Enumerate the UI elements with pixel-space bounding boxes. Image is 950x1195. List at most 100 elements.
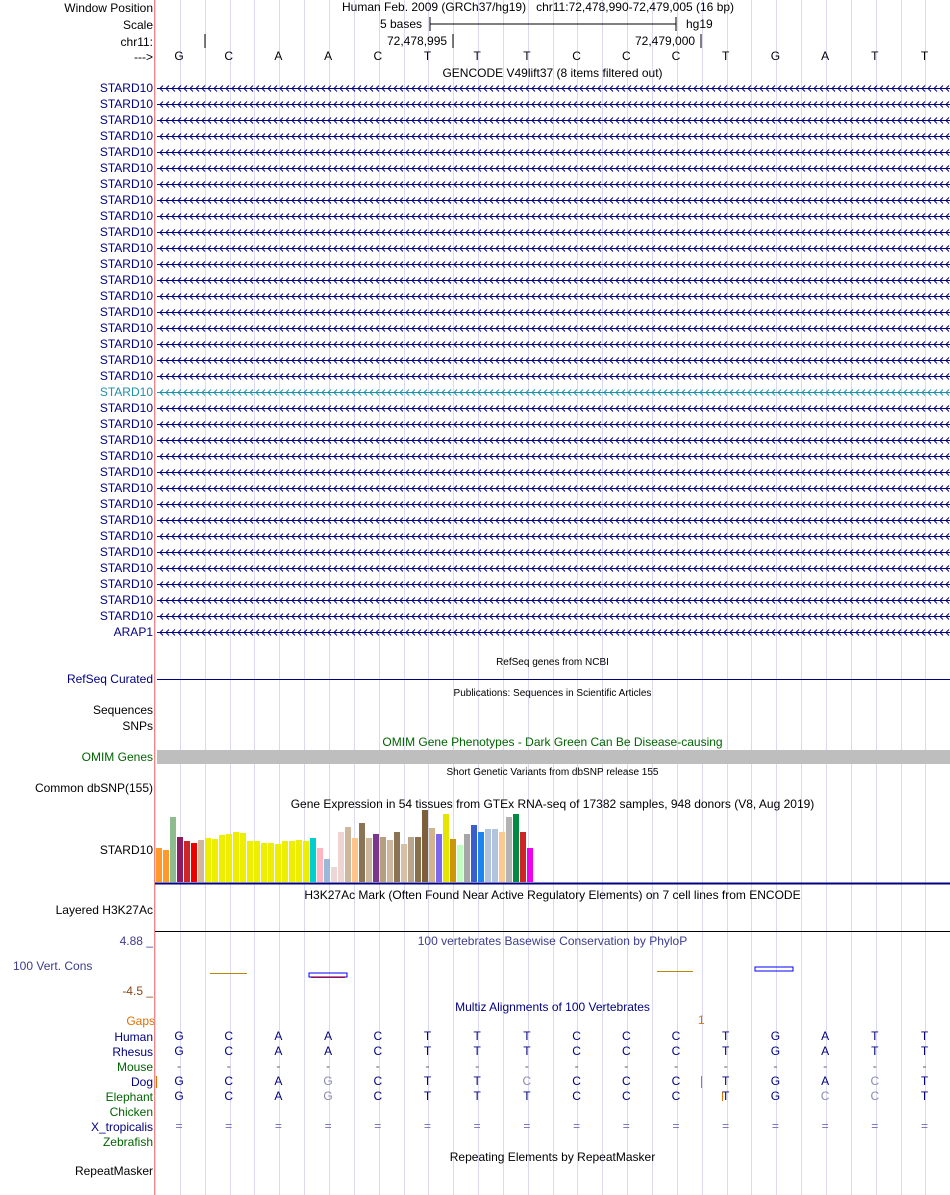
gene-label[interactable]: STARD10: [99, 337, 153, 351]
gtex-tissue-bar[interactable]: [324, 859, 330, 882]
gene-label[interactable]: STARD10: [99, 465, 153, 479]
gtex-tissue-bar[interactable]: [247, 841, 253, 882]
gtex-tissue-bar[interactable]: [296, 840, 302, 882]
gene-label[interactable]: STARD10: [99, 225, 153, 239]
gtex-tissue-bar[interactable]: [457, 845, 463, 882]
gtex-tissue-bar[interactable]: [170, 817, 176, 882]
gene-label[interactable]: STARD10: [99, 529, 153, 543]
gtex-tissue-bar[interactable]: [177, 837, 183, 882]
species-label[interactable]: Dog: [130, 1075, 153, 1089]
omim-genes-label[interactable]: OMIM Genes: [81, 750, 153, 764]
gene-label[interactable]: STARD10: [99, 497, 153, 511]
refseq-curated-label[interactable]: RefSeq Curated: [66, 672, 153, 686]
gene-label[interactable]: STARD10: [99, 305, 153, 319]
gene-label[interactable]: STARD10: [99, 593, 153, 607]
gtex-tissue-bar[interactable]: [499, 832, 505, 882]
gtex-tissue-bar[interactable]: [387, 840, 393, 882]
gtex-tissue-bar[interactable]: [261, 843, 267, 882]
gene-label[interactable]: STARD10: [99, 257, 153, 271]
repeatmasker-label[interactable]: RepeatMasker: [74, 1164, 153, 1178]
gtex-tissue-bar[interactable]: [156, 848, 162, 882]
gene-label[interactable]: STARD10: [99, 481, 153, 495]
gtex-tissue-bar[interactable]: [219, 835, 225, 882]
gene-label[interactable]: ARAP1: [113, 625, 153, 639]
gtex-tissue-bar[interactable]: [436, 834, 442, 882]
species-label[interactable]: Human: [114, 1030, 153, 1044]
gtex-tissue-bar[interactable]: [275, 844, 281, 882]
gene-label[interactable]: STARD10: [99, 353, 153, 367]
gene-label[interactable]: STARD10: [99, 545, 153, 559]
gtex-tissue-bar[interactable]: [520, 832, 526, 882]
gtex-tissue-bar[interactable]: [184, 841, 190, 882]
gtex-tissue-bar[interactable]: [240, 833, 246, 882]
gtex-tissue-bar[interactable]: [394, 832, 400, 882]
gene-label[interactable]: STARD10: [99, 369, 153, 383]
omim-gene-bar[interactable]: [157, 750, 950, 764]
gene-label[interactable]: STARD10: [99, 161, 153, 175]
gene-label[interactable]: STARD10: [99, 321, 153, 335]
gtex-tissue-bar[interactable]: [373, 834, 379, 882]
gtex-tissue-bar[interactable]: [366, 838, 372, 882]
gene-label[interactable]: STARD10: [99, 449, 153, 463]
gtex-tissue-bar[interactable]: [345, 827, 351, 882]
species-label[interactable]: Mouse: [116, 1060, 153, 1074]
gene-label[interactable]: STARD10: [99, 561, 153, 575]
species-label[interactable]: Chicken: [109, 1105, 153, 1119]
species-label[interactable]: Elephant: [105, 1090, 153, 1104]
layered-h3k27ac-label[interactable]: Layered H3K27Ac: [55, 903, 153, 917]
gtex-tissue-bar[interactable]: [506, 817, 512, 882]
gtex-tissue-bar[interactable]: [268, 843, 274, 882]
gtex-tissue-bar[interactable]: [352, 838, 358, 882]
gtex-tissue-bar[interactable]: [471, 825, 477, 882]
gtex-tissue-bar[interactable]: [191, 843, 197, 882]
gtex-tissue-bar[interactable]: [478, 832, 484, 882]
phylop-label[interactable]: 100 Vert. Cons: [13, 959, 93, 973]
gtex-tissue-bar[interactable]: [331, 867, 337, 882]
gtex-tissue-bar[interactable]: [513, 814, 519, 882]
gene-label[interactable]: STARD10: [99, 513, 153, 527]
gtex-tissue-bar[interactable]: [359, 823, 365, 882]
gene-label[interactable]: STARD10: [99, 577, 153, 591]
gtex-tissue-bar[interactable]: [527, 848, 533, 882]
gene-label[interactable]: STARD10: [99, 417, 153, 431]
gtex-tissue-bar[interactable]: [233, 832, 239, 882]
gene-label[interactable]: STARD10: [99, 97, 153, 111]
species-label[interactable]: X_tropicalis: [90, 1120, 153, 1134]
gtex-tissue-bar[interactable]: [485, 829, 491, 882]
gene-label[interactable]: STARD10: [99, 401, 153, 415]
gtex-gene-label[interactable]: STARD10: [99, 843, 153, 857]
gene-label[interactable]: STARD10: [99, 289, 153, 303]
gtex-tissue-bar[interactable]: [492, 829, 498, 882]
gtex-tissue-bar[interactable]: [310, 838, 316, 882]
gtex-tissue-bar[interactable]: [422, 810, 428, 882]
gtex-tissue-bar[interactable]: [317, 848, 323, 882]
gtex-tissue-bar[interactable]: [401, 844, 407, 882]
species-label[interactable]: Zebrafish: [102, 1135, 153, 1149]
gene-label[interactable]: STARD10: [99, 385, 153, 399]
gtex-tissue-bar[interactable]: [282, 841, 288, 882]
gtex-tissue-bar[interactable]: [450, 839, 456, 882]
species-label[interactable]: Rhesus: [112, 1045, 153, 1059]
gtex-tissue-bar[interactable]: [429, 828, 435, 882]
gene-label[interactable]: STARD10: [99, 433, 153, 447]
gene-label[interactable]: STARD10: [99, 273, 153, 287]
gtex-tissue-bar[interactable]: [163, 850, 169, 882]
gtex-tissue-bar[interactable]: [464, 834, 470, 882]
gene-label[interactable]: STARD10: [99, 129, 153, 143]
gene-label[interactable]: STARD10: [99, 145, 153, 159]
gene-label[interactable]: STARD10: [99, 177, 153, 191]
gtex-tissue-bar[interactable]: [212, 839, 218, 882]
gtex-tissue-bar[interactable]: [254, 841, 260, 882]
gene-label[interactable]: STARD10: [99, 241, 153, 255]
gene-label[interactable]: STARD10: [99, 113, 153, 127]
gtex-tissue-bar[interactable]: [289, 841, 295, 882]
gtex-tissue-bar[interactable]: [226, 834, 232, 882]
gene-label[interactable]: STARD10: [99, 609, 153, 623]
gtex-tissue-bar[interactable]: [205, 838, 211, 882]
gtex-tissue-bar[interactable]: [380, 837, 386, 882]
gene-label[interactable]: STARD10: [99, 193, 153, 207]
gtex-tissue-bar[interactable]: [338, 832, 344, 882]
gtex-tissue-bar[interactable]: [443, 814, 449, 882]
gtex-tissue-bar[interactable]: [415, 837, 421, 882]
gtex-tissue-bar[interactable]: [198, 840, 204, 882]
